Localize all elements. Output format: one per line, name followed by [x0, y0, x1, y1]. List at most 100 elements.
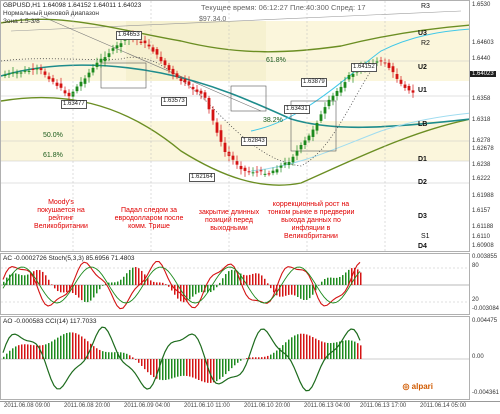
ao-bar: [267, 356, 269, 359]
ao-bar: [84, 339, 86, 359]
ao-bar: [153, 359, 155, 377]
annotation: коррекционный рост на тонком рынке в пре…: [265, 201, 357, 241]
level-mark: U1: [418, 87, 427, 94]
ao-bar: [48, 343, 50, 359]
ac-bar: [150, 280, 152, 285]
ao-bar: [129, 355, 131, 359]
ao-bar: [300, 334, 302, 359]
price-chart-pane[interactable]: GBPUSD,H1 1.64098 1.64152 1.64011 1.6402…: [0, 0, 470, 252]
candle-body: [292, 157, 295, 163]
ac-bar: [357, 269, 359, 285]
ao-bar: [357, 343, 359, 359]
ac-bar: [261, 275, 263, 285]
candle-body: [336, 91, 339, 96]
ac-bar: [99, 285, 101, 289]
ac-bar: [48, 280, 50, 285]
price-box: 1.63431: [284, 105, 310, 114]
ac-bar: [264, 279, 266, 285]
candle-body: [328, 100, 331, 106]
price-axis: 1.6530 1.64603 1.6440 1.64023 1.6358 1.6…: [470, 0, 500, 252]
candle-body: [272, 171, 275, 173]
candle-body: [80, 82, 83, 87]
ac-bar: [258, 274, 260, 285]
price-tag: $97.34.0: [199, 16, 226, 23]
ao-bar: [258, 357, 260, 359]
candle-body: [88, 73, 91, 78]
candle-body: [236, 161, 239, 165]
legend-zone: Зона 1.5-3/8: [3, 18, 40, 25]
ac-bar: [165, 284, 167, 285]
candle-body: [140, 42, 143, 43]
candle-body: [16, 73, 19, 74]
ao-bar: [276, 351, 278, 359]
ac-bar: [267, 283, 269, 285]
ao-bar: [144, 359, 146, 369]
candle-body: [116, 45, 119, 48]
candle-body: [300, 145, 303, 149]
ao-bar: [27, 344, 29, 359]
ao-bar: [162, 359, 164, 380]
candle-body: [288, 162, 291, 165]
level-mark: D2: [418, 179, 427, 186]
ac-bar: [102, 285, 104, 286]
ao-bar: [180, 359, 182, 376]
annotation: закрытие длинных позиций перед выходными: [191, 209, 267, 233]
ac-bar: [132, 268, 134, 285]
ao-bar: [228, 359, 230, 371]
ac-bar: [225, 274, 227, 285]
candle-body: [144, 41, 147, 44]
ac-bar: [273, 285, 275, 292]
ac-bar: [39, 270, 41, 285]
ao-bar: [210, 359, 212, 383]
ac-bar: [324, 279, 326, 285]
ac-bar: [195, 285, 197, 294]
ao-bar: [183, 359, 185, 376]
ao-bar: [219, 359, 221, 379]
ac-bar: [333, 278, 335, 285]
candle-body: [8, 74, 11, 75]
candle-body: [212, 110, 215, 121]
ao-bar: [36, 346, 38, 359]
ao-bar: [354, 342, 356, 359]
ao-bar: [12, 348, 14, 359]
ao-bar: [45, 344, 47, 359]
candle-body: [268, 173, 271, 174]
candle-body: [48, 76, 51, 79]
legend-range: Нормальный ценовой диапазон: [3, 10, 99, 17]
candle-body: [20, 73, 23, 74]
ao-bar: [78, 335, 80, 359]
candle-body: [44, 71, 47, 74]
ao-bar: [315, 339, 317, 359]
ac-bar: [90, 285, 92, 301]
ao-bar: [96, 348, 98, 359]
ac-bar: [153, 282, 155, 285]
candle-body: [204, 92, 207, 97]
ac-bar: [294, 285, 296, 295]
ac-bar: [126, 273, 128, 285]
ao-bar: [309, 336, 311, 359]
candle-body: [152, 47, 155, 51]
ao-pane[interactable]: AO -0.000583 CCI(14) 117.7033 ◎ alpari: [0, 316, 470, 400]
candle-body: [64, 90, 67, 93]
ao-bar: [189, 359, 191, 377]
ac-bar: [66, 285, 68, 292]
candle-body: [32, 69, 35, 70]
ac-bar: [339, 277, 341, 285]
ac-bar: [327, 278, 329, 285]
ac-bar: [336, 278, 338, 285]
candle-body: [112, 48, 115, 51]
ao-bar: [99, 350, 101, 359]
stochastic-pane[interactable]: AC -0.0002726 Stoch(5,3,3) 85.6956 71.48…: [0, 253, 470, 315]
ac-bar: [216, 285, 218, 287]
fib-label: 61.8%: [266, 57, 286, 64]
ac-bar: [222, 278, 224, 285]
ao-bar: [123, 353, 125, 359]
ao-bar: [264, 357, 266, 359]
candle-body: [404, 85, 407, 88]
candle-body: [24, 71, 27, 72]
ac-bar: [342, 275, 344, 285]
ao-bar: [306, 334, 308, 359]
ao-axis: 0.004475 0.00 -0.004361: [470, 316, 500, 400]
annotation: Падал следом за евродолларом после комм.…: [109, 207, 189, 231]
ao-bar: [114, 352, 116, 359]
